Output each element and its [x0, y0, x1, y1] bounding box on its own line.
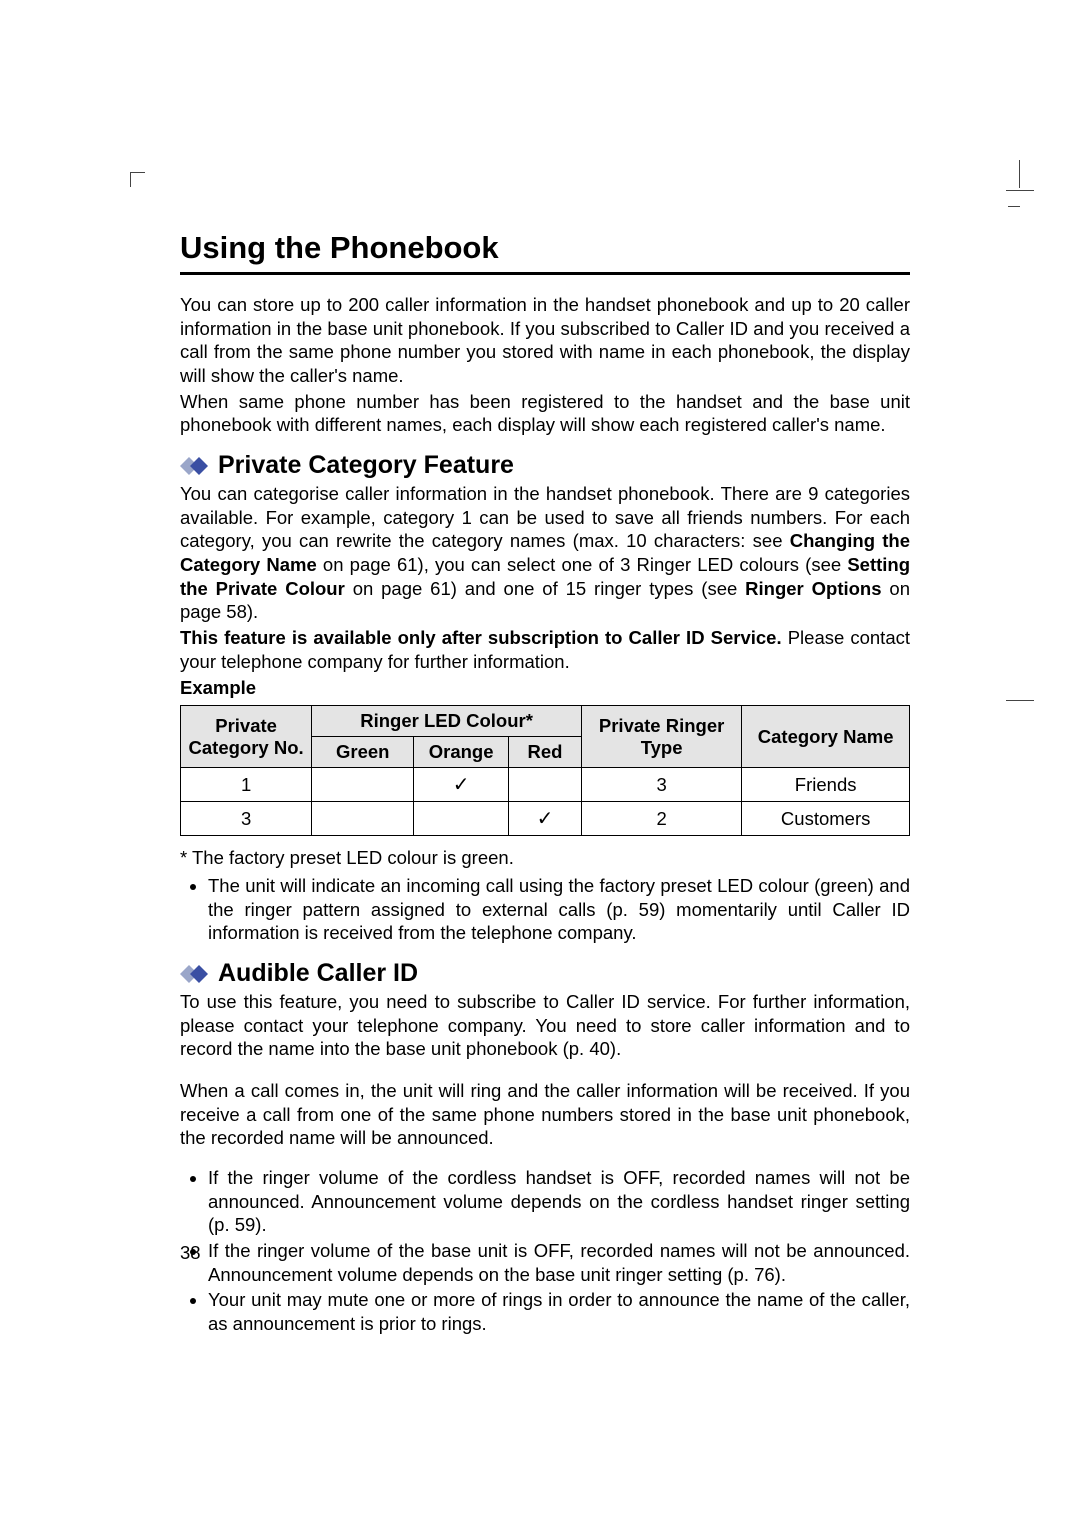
footnote-asterisk: * The factory preset LED colour is green… — [180, 846, 910, 870]
audible-paragraph-1: To use this feature, you need to subscri… — [180, 990, 910, 1061]
crop-mark — [1019, 160, 1020, 188]
diamond-icon — [180, 965, 210, 983]
list-item: If the ringer volume of the cordless han… — [208, 1166, 910, 1237]
section-title-text: Private Category Feature — [218, 451, 514, 480]
th-led-colour: Ringer LED Colour* — [312, 706, 582, 737]
th-category-name: Category Name — [742, 706, 910, 768]
section-title-text: Audible Caller ID — [218, 959, 418, 988]
intro-paragraph-2: When same phone number has been register… — [180, 390, 910, 437]
list-item: If the ringer volume of the base unit is… — [208, 1239, 910, 1286]
private-category-paragraph-1: You can categorise caller information in… — [180, 482, 910, 624]
th-green: Green — [312, 737, 414, 768]
section-heading-audible-caller-id: Audible Caller ID — [180, 959, 910, 988]
example-label: Example — [180, 677, 910, 699]
category-table: Private Category No. Ringer LED Colour* … — [180, 705, 910, 836]
audible-bullet-list: If the ringer volume of the cordless han… — [180, 1166, 910, 1336]
page-number: 38 — [180, 1242, 201, 1264]
th-ringer-type: Private Ringer Type — [581, 706, 741, 768]
page-title: Using the Phonebook — [180, 230, 910, 275]
th-orange: Orange — [414, 737, 509, 768]
table-row: 3 ✓ 2 Customers — [181, 802, 910, 836]
th-private-category: Private Category No. — [181, 706, 312, 768]
intro-paragraph-1: You can store up to 200 caller informati… — [180, 293, 910, 388]
th-red: Red — [509, 737, 582, 768]
audible-paragraph-2: When a call comes in, the unit will ring… — [180, 1079, 910, 1150]
crop-mark — [1006, 700, 1034, 701]
private-category-paragraph-2: This feature is available only after sub… — [180, 626, 910, 673]
page: Using the Phonebook You can store up to … — [0, 0, 1080, 1528]
table-row: 1 ✓ 3 Friends — [181, 768, 910, 802]
crop-mark — [130, 172, 145, 187]
diamond-icon — [180, 457, 210, 475]
footnote-bullet-list: The unit will indicate an incoming call … — [180, 874, 910, 945]
section-heading-private-category: Private Category Feature — [180, 451, 910, 480]
crop-mark — [1006, 190, 1034, 191]
crop-mark — [1008, 206, 1020, 207]
list-item: The unit will indicate an incoming call … — [208, 874, 910, 945]
list-item: Your unit may mute one or more of rings … — [208, 1288, 910, 1335]
